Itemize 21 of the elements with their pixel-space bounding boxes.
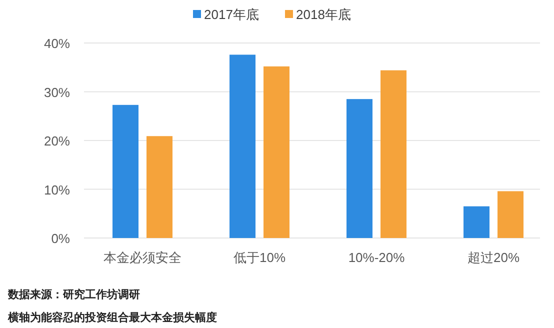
legend-label: 2018年底 <box>296 7 351 22</box>
bar <box>264 66 290 238</box>
y-tick-label: 20% <box>44 134 70 148</box>
y-tick-label: 40% <box>44 36 70 51</box>
bar <box>230 54 256 238</box>
y-tick-label: 10% <box>44 182 70 198</box>
bar <box>380 70 406 238</box>
y-tick-label: 0% <box>51 231 70 246</box>
source-note: 数据来源：研究工作坊调研 <box>7 288 140 301</box>
x-tick-label: 低于10% <box>233 250 286 265</box>
x-tick-label: 10%-20% <box>348 250 406 265</box>
x-tick-label: 本金必须安全 <box>104 250 182 265</box>
x-tick-label: 超过20% <box>467 250 520 265</box>
bar <box>498 191 524 238</box>
bar <box>346 99 372 238</box>
bar <box>146 136 172 238</box>
bar <box>112 104 138 238</box>
bar <box>464 206 490 238</box>
text: 横轴为能容忍的投资组合最大本金损失幅度 <box>7 311 217 324</box>
y-tick-label: 30% <box>44 84 70 100</box>
legend-label: 2017年底 <box>204 7 259 22</box>
